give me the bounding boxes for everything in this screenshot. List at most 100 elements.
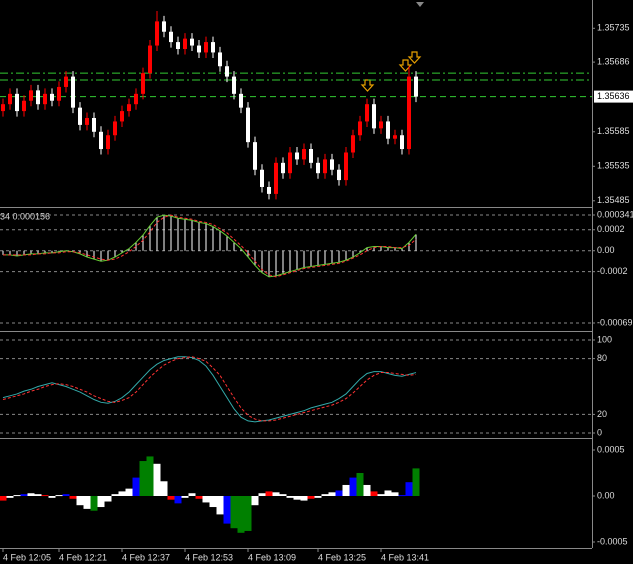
candle-body xyxy=(78,107,82,125)
histogram-bar xyxy=(335,490,343,496)
candle-body xyxy=(295,152,299,160)
candle-body xyxy=(400,135,404,150)
candle-body xyxy=(232,76,236,94)
candle-body xyxy=(365,104,369,122)
y-tick-label: 1.35735 xyxy=(597,23,630,33)
histogram-bar xyxy=(90,496,98,511)
histogram-bar xyxy=(377,494,385,496)
histogram-bar xyxy=(167,496,175,500)
y-tick-label: 0.0002 xyxy=(597,224,625,234)
y-tick-label: 0.0005 xyxy=(597,444,625,454)
candle-body xyxy=(50,93,54,101)
histogram-bar xyxy=(118,491,126,496)
candle-body xyxy=(379,121,383,129)
candle-body xyxy=(267,186,271,194)
candle-body xyxy=(211,42,215,53)
histogram-bar xyxy=(230,496,238,529)
candle-body xyxy=(414,76,418,97)
candle-body xyxy=(148,45,152,74)
histogram-bar xyxy=(132,477,140,496)
histogram-bar xyxy=(0,496,7,501)
candle-body xyxy=(386,121,390,139)
candle-body xyxy=(99,131,103,150)
histogram-bar xyxy=(244,496,252,531)
candle-body xyxy=(225,66,229,77)
histogram-bar xyxy=(27,493,35,496)
histogram-bar xyxy=(251,496,259,506)
histogram-bar xyxy=(405,482,413,496)
histogram-bar xyxy=(153,463,161,496)
candle-body xyxy=(330,159,334,170)
candle-body xyxy=(274,162,278,194)
histogram-bar xyxy=(125,488,133,496)
candle-body xyxy=(253,142,257,170)
candle-body xyxy=(323,159,327,174)
histogram-bar xyxy=(202,496,210,503)
candle-body xyxy=(260,169,264,187)
candle-body xyxy=(281,162,285,174)
histogram-bar xyxy=(391,492,399,496)
y-tick-label: -0.00069 xyxy=(597,317,633,327)
x-tick-label: 4 Feb 12:37 xyxy=(122,552,170,562)
candle-body xyxy=(134,93,138,105)
y-tick-label: -0.0005 xyxy=(597,536,628,546)
candle-body xyxy=(92,117,96,132)
histogram-bar xyxy=(69,496,77,499)
histogram-bar xyxy=(363,484,371,496)
histogram-bar xyxy=(384,490,392,496)
candle-body xyxy=(155,21,159,46)
candle-body xyxy=(113,121,117,136)
y-tick-label: 1.35686 xyxy=(597,56,630,66)
candle-body xyxy=(358,121,362,136)
histogram-bar xyxy=(6,496,14,498)
histogram-bar xyxy=(160,481,168,496)
candle-body xyxy=(29,90,33,101)
histogram-bar xyxy=(62,494,70,496)
histogram-bar xyxy=(237,496,245,533)
candle-body xyxy=(71,76,75,108)
x-tick-label: 4 Feb 12:21 xyxy=(59,552,107,562)
candle-body xyxy=(127,104,131,112)
candle-body xyxy=(190,38,194,46)
candle-body xyxy=(351,135,355,153)
histogram-bar xyxy=(55,495,63,497)
candle-body xyxy=(57,86,61,101)
candle-body xyxy=(15,93,19,112)
shift-marker xyxy=(416,2,424,7)
histogram-bar xyxy=(300,496,308,501)
candle-body xyxy=(344,152,348,181)
candle-body xyxy=(106,135,110,150)
values-line xyxy=(3,214,417,278)
candle-body xyxy=(85,117,89,125)
histogram-bar xyxy=(209,496,217,508)
histogram-bar xyxy=(321,494,329,496)
candle-body xyxy=(169,31,173,43)
candle-body xyxy=(316,162,320,174)
histogram-bar xyxy=(83,496,91,509)
histogram-bar xyxy=(370,491,378,496)
histogram-bar xyxy=(34,494,42,496)
y-tick-label: -0.0002 xyxy=(597,266,628,276)
x-tick-label: 4 Feb 12:05 xyxy=(3,552,51,562)
candle-body xyxy=(246,107,250,143)
macd-title: 34 0.000156 xyxy=(0,211,50,221)
histogram-bar xyxy=(181,496,189,498)
candle-body xyxy=(309,149,313,163)
y-tick-label: 1.35485 xyxy=(597,195,630,205)
x-tick-label: 4 Feb 12:53 xyxy=(185,552,233,562)
histogram-bar xyxy=(76,496,84,506)
y-tick-label: 0.00 xyxy=(597,245,615,255)
candle-body xyxy=(43,93,47,105)
bid-label-box xyxy=(594,90,633,103)
x-tick-label: 4 Feb 13:41 xyxy=(381,552,429,562)
y-tick-label: 0.00 xyxy=(597,490,615,500)
candle-body xyxy=(239,93,243,108)
histogram-bar xyxy=(265,491,273,496)
histogram-bar xyxy=(356,473,364,496)
y-tick-label: 80 xyxy=(597,353,607,363)
histogram-bar xyxy=(279,494,287,496)
candle-body xyxy=(372,104,376,129)
histogram-bar xyxy=(223,496,231,524)
histogram-bar xyxy=(328,492,336,496)
